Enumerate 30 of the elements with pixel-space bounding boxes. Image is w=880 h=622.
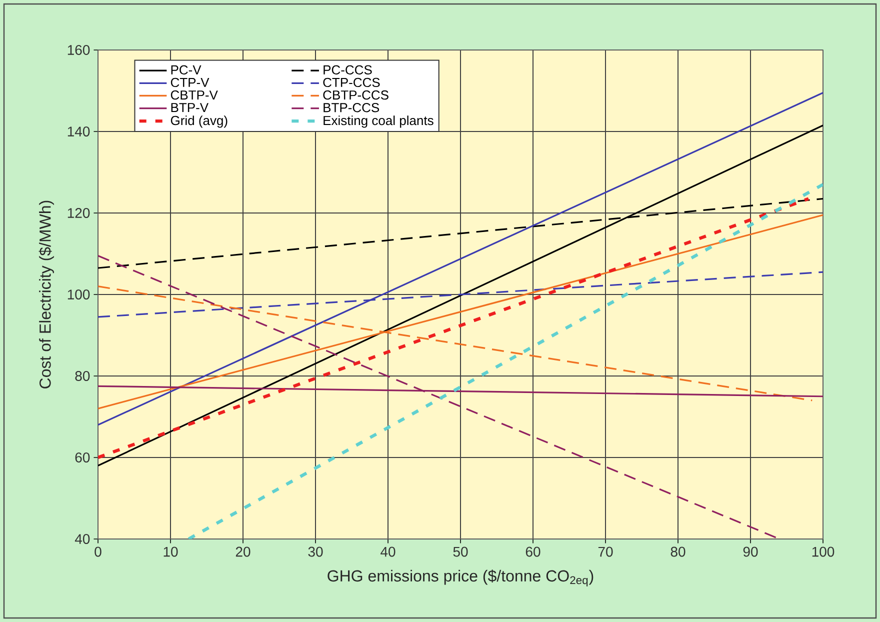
y-axis-title: Cost of Electricity ($/MWh) bbox=[38, 200, 54, 388]
y-tick-label: 100 bbox=[68, 290, 90, 300]
legend-label: CTP-CCS bbox=[323, 78, 380, 88]
x-tick-label: 50 bbox=[453, 546, 468, 557]
legend-label: Grid (avg) bbox=[170, 116, 228, 128]
x-tick-label: 60 bbox=[526, 546, 540, 557]
legend-label: CTP-V bbox=[170, 78, 210, 88]
y-tick-label: 40 bbox=[74, 534, 90, 544]
x-tick-label: 30 bbox=[308, 546, 323, 557]
x-tick-label: 90 bbox=[743, 546, 758, 557]
legend-label: BTP-CCS bbox=[324, 103, 380, 112]
y-tick-label: 120 bbox=[68, 208, 90, 218]
y-tick-label: 60 bbox=[75, 452, 90, 462]
y-tick-label: 140 bbox=[68, 126, 90, 136]
x-tick-label: 40 bbox=[380, 546, 396, 557]
legend-label: CBTP-V bbox=[170, 90, 218, 100]
y-tick-label: 160 bbox=[68, 45, 90, 55]
x-axis-title: GHG emissions price ($/tonne CO$_{2eq}$) bbox=[328, 570, 594, 586]
y-tick-label: 80 bbox=[75, 371, 90, 381]
legend-label: BTP-V bbox=[171, 103, 208, 112]
x-tick-label: 70 bbox=[598, 546, 613, 557]
x-tick-label: 10 bbox=[164, 546, 178, 557]
legend-label: CBTP-CCS bbox=[323, 90, 388, 100]
x-tick-label: 80 bbox=[670, 546, 686, 557]
legend-label: PC-CCS bbox=[324, 65, 372, 74]
legend-label: Existing coal plants bbox=[324, 116, 434, 128]
legend-label: PC-V bbox=[171, 65, 202, 74]
x-tick-label: 20 bbox=[236, 546, 250, 557]
x-tick-label: 0 bbox=[94, 546, 102, 557]
x-tick-label: 100 bbox=[812, 546, 834, 557]
